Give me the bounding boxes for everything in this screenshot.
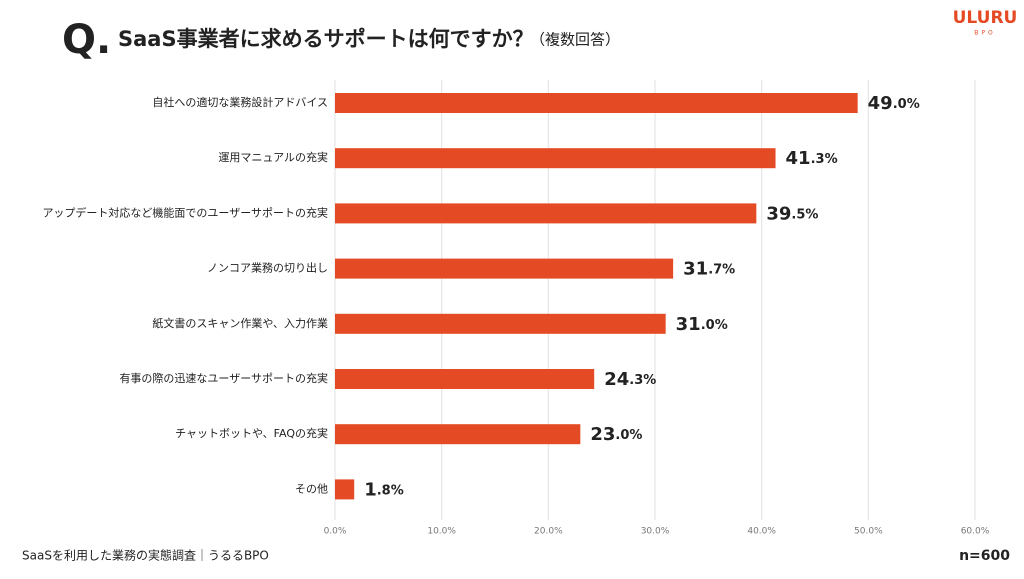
value-label-part: 23 <box>590 424 615 445</box>
value-label-part: .5% <box>791 207 818 222</box>
value-label-part: .8% <box>377 483 404 498</box>
x-tick-label: 0.0% <box>324 527 347 537</box>
category-label: 紙文書のスキャン作業や、入力作業 <box>152 316 328 330</box>
value-label-part: 41 <box>786 148 811 169</box>
category-label: ノンコア業務の切り出し <box>207 261 328 275</box>
bar <box>335 424 581 445</box>
x-tick-label: 50.0% <box>854 527 883 537</box>
category-label: 自社への適切な業務設計アドバイス <box>152 95 328 109</box>
value-label: 1.8% <box>364 479 404 500</box>
category-label: 運用マニュアルの充実 <box>218 150 328 164</box>
title-note: （複数回答） <box>530 31 620 49</box>
x-tick-label: 60.0% <box>961 527 990 537</box>
value-label: 41.3% <box>786 148 838 169</box>
category-label: チャットボットや、FAQの充実 <box>175 426 328 440</box>
x-tick-label: 10.0% <box>427 527 456 537</box>
value-label-part: .3% <box>811 152 838 167</box>
value-label-part: 1 <box>364 479 377 500</box>
source: SaaSを利用した業務の実態調査｜うるるBPO <box>22 548 269 563</box>
value-label: 24.3% <box>604 369 656 390</box>
value-label: 31.0% <box>676 314 728 335</box>
category-label: アップデート対応など機能面でのユーザーサポートの充実 <box>42 205 328 219</box>
chart-title: SaaS事業者に求めるサポートは何ですか？ <box>118 27 534 51</box>
value-label-part: 31 <box>676 314 701 335</box>
value-label-part: .7% <box>708 262 735 277</box>
value-label: 31.7% <box>683 259 735 280</box>
category-label: 有事の際の迅速なユーザーサポートの充実 <box>119 371 328 385</box>
question-mark: Q. <box>62 17 111 63</box>
value-label-part: 24 <box>604 369 629 390</box>
bar <box>335 369 595 389</box>
category-label: その他 <box>295 482 328 495</box>
bar <box>335 93 858 113</box>
value-label: 23.0% <box>590 424 642 445</box>
sample-size: n=600 <box>959 548 1010 564</box>
bar <box>335 148 776 169</box>
value-label-part: .0% <box>893 97 920 112</box>
value-label-part: .3% <box>629 373 656 388</box>
value-label: 39.5% <box>766 203 818 224</box>
value-label-part: 49 <box>868 93 893 114</box>
value-label-part: .0% <box>615 428 642 443</box>
x-tick-label: 40.0% <box>747 527 776 537</box>
x-tick-label: 30.0% <box>641 527 670 537</box>
value-label-part: 39 <box>766 203 791 224</box>
bar <box>335 479 355 500</box>
value-label-part: .0% <box>701 317 728 332</box>
x-tick-label: 20.0% <box>534 527 563 537</box>
value-label: 49.0% <box>868 93 920 114</box>
logo: ULURU <box>953 8 1018 28</box>
bar <box>335 203 757 224</box>
logo-sub: BPO <box>974 30 995 37</box>
bar <box>335 258 674 279</box>
bar <box>335 313 666 334</box>
value-label-part: 31 <box>683 259 708 280</box>
